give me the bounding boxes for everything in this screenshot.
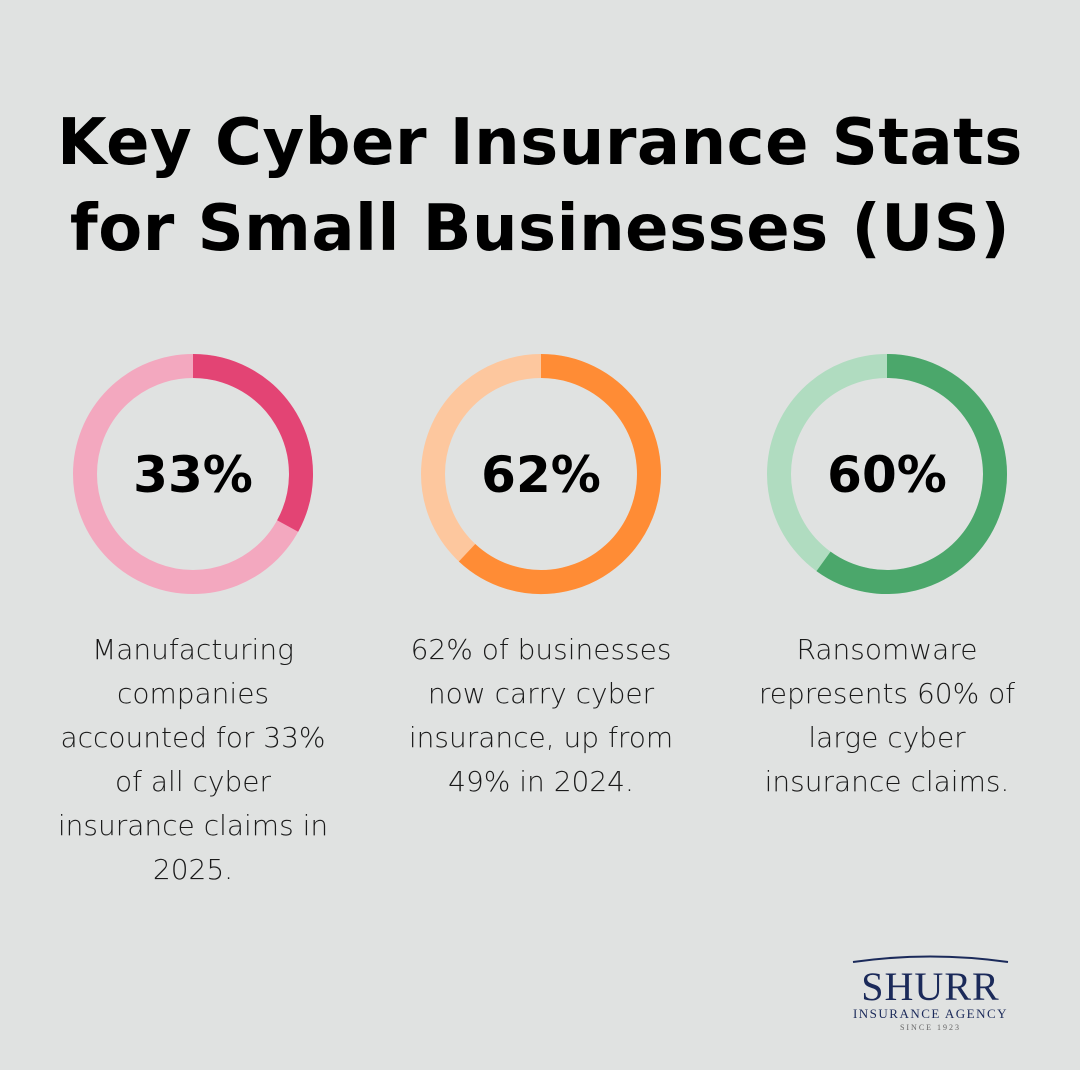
shurr-logo: SHURR INSURANCE AGENCY SINCE 1923	[848, 950, 1013, 1034]
stat-card-1: 33% Manufacturing companies accounted fo…	[43, 352, 343, 892]
logo-name: SHURR	[861, 964, 1000, 1009]
donut-chart-2: 62%	[421, 354, 661, 594]
donut-percent-label: 60%	[827, 446, 947, 504]
stat-description: Manufacturing companies accounted for 33…	[57, 633, 329, 886]
logo-since: SINCE 1923	[899, 1023, 962, 1032]
page-title: Key Cyber Insurance Stats for Small Busi…	[0, 100, 1080, 272]
logo-swoosh	[852, 955, 1009, 963]
title-line-1: Key Cyber Insurance Stats	[57, 106, 1023, 180]
title-line-2: for Small Businesses (US)	[69, 192, 1011, 266]
donut-chart-1: 33%	[73, 354, 313, 594]
stat-card-2: 62% 62% of businesses now carry cyber in…	[391, 352, 691, 804]
donut-value-arc	[192, 354, 313, 532]
donut-value-arc	[458, 354, 661, 594]
donut-percent-label: 62%	[481, 446, 601, 504]
donut-percent-label: 33%	[133, 446, 253, 504]
stat-description: Ransomware represents 60% of large cyber…	[758, 633, 1016, 798]
stat-card-3: 60% Ransomware represents 60% of large c…	[737, 352, 1037, 804]
logo-subtitle: INSURANCE AGENCY	[852, 1006, 1009, 1021]
donut-value-arc	[816, 354, 1007, 594]
donut-chart-3: 60%	[767, 354, 1007, 594]
stat-description: 62% of businesses now carry cyber insura…	[408, 633, 674, 798]
